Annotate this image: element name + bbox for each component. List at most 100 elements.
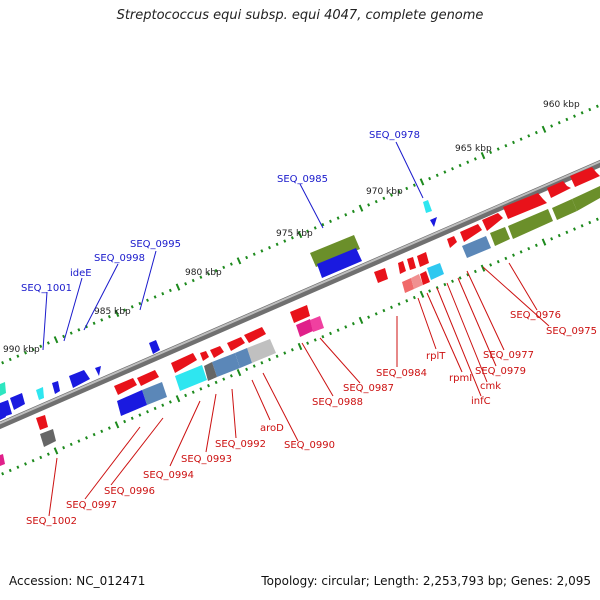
gene-label-seq-0997[interactable]: SEQ_0997 <box>66 500 117 511</box>
kbp-scale: 960 kbp 965 kbp 970 kbp 975 kbp 980 kbp … <box>3 100 580 355</box>
gene-arrow[interactable] <box>411 274 423 289</box>
gene-arrow[interactable] <box>490 227 510 246</box>
gene-arrow[interactable] <box>117 390 147 416</box>
minor-tick <box>580 224 584 228</box>
gene-arrow[interactable] <box>462 236 491 258</box>
gene-label-seq-0993[interactable]: SEQ_0993 <box>181 454 232 465</box>
gene-arrow[interactable] <box>52 381 60 394</box>
gene-arrow[interactable] <box>417 252 429 267</box>
minor-tick <box>229 262 233 266</box>
gene-arrow[interactable] <box>503 193 547 219</box>
gene-label-seq-0996[interactable]: SEQ_0996 <box>104 486 155 497</box>
gene-arrow[interactable] <box>427 263 444 280</box>
gene-arrow[interactable] <box>10 393 25 410</box>
gene-arrow[interactable] <box>290 305 310 323</box>
outer-dotted-ring <box>1 104 599 365</box>
gene-arrow[interactable] <box>36 415 48 430</box>
gene-label-seq-0979[interactable]: SEQ_0979 <box>475 366 526 377</box>
gene-label-seq-0976[interactable]: SEQ_0976 <box>510 310 561 321</box>
gene-label-rpmi[interactable]: rpmI <box>449 373 472 384</box>
minor-tick <box>100 429 104 434</box>
gene-label-seq-0990[interactable]: SEQ_0990 <box>284 440 335 451</box>
minor-tick <box>504 144 508 148</box>
gene-label-infc[interactable]: infC <box>471 396 491 407</box>
minor-tick <box>565 117 569 122</box>
minor-tick <box>397 302 401 306</box>
gene-label-arod[interactable]: aroD <box>260 423 284 434</box>
minor-tick <box>534 130 538 135</box>
gene-arrow[interactable] <box>430 217 437 227</box>
gene-arrow[interactable] <box>212 353 240 377</box>
gene-label-seq-0995[interactable]: SEQ_0995 <box>130 239 181 250</box>
gene-label-rplt[interactable]: rplT <box>426 351 446 362</box>
gene-arrow[interactable] <box>317 248 362 278</box>
minor-tick <box>443 282 447 287</box>
gene-arrow[interactable] <box>407 257 416 270</box>
minor-tick <box>283 239 287 243</box>
gene-label-seq-0998[interactable]: SEQ_0998 <box>94 253 145 264</box>
gene-arrow[interactable] <box>149 340 160 354</box>
minor-tick <box>351 209 355 214</box>
minor-tick <box>275 354 279 358</box>
gene-arrow[interactable] <box>572 186 600 211</box>
gene-arrow[interactable] <box>40 429 56 447</box>
gene-arrow[interactable] <box>374 268 388 283</box>
gene-arrow[interactable] <box>235 348 252 368</box>
gene-arrow[interactable] <box>570 167 600 187</box>
gene-label-seq-0985[interactable]: SEQ_0985 <box>277 174 328 185</box>
gene-arrow[interactable] <box>552 199 577 220</box>
gene-label-cmk[interactable]: cmk <box>480 381 501 392</box>
gene-label-seq-0975[interactable]: SEQ_0975 <box>546 326 597 337</box>
gene-label-seq-0988[interactable]: SEQ_0988 <box>312 397 363 408</box>
gene-arrow[interactable] <box>460 224 482 242</box>
gene-label-seq-1001[interactable]: SEQ_1001 <box>21 283 72 294</box>
gene-arrow[interactable] <box>95 366 101 376</box>
gene-arrow[interactable] <box>114 378 137 395</box>
gene-arrow[interactable] <box>447 236 457 248</box>
minor-tick <box>260 361 264 365</box>
gene-arrow[interactable] <box>204 362 217 381</box>
gene-arrow[interactable] <box>244 327 266 343</box>
gene-arrow[interactable] <box>423 200 432 213</box>
gene-arrow[interactable] <box>402 278 414 293</box>
minor-tick <box>550 124 554 128</box>
major-tick <box>53 336 59 344</box>
minor-tick <box>123 308 127 312</box>
gene-arrow[interactable] <box>210 346 224 358</box>
gene-label-seq-0977[interactable]: SEQ_0977 <box>483 350 534 361</box>
minor-tick <box>557 121 561 125</box>
minor-tick <box>473 157 477 161</box>
gene-label-seq-0992[interactable]: SEQ_0992 <box>215 439 266 450</box>
gene-label-idee[interactable]: ideE <box>70 268 92 279</box>
gene-arrow[interactable] <box>171 353 197 373</box>
topology-summary: Topology: circular; Length: 2,253,793 bp… <box>261 574 591 588</box>
minor-tick <box>443 170 447 174</box>
gene-label-seq-0984[interactable]: SEQ_0984 <box>376 368 427 379</box>
gene-arrow[interactable] <box>310 316 324 332</box>
gene-arrow[interactable] <box>310 235 360 267</box>
gene-arrow[interactable] <box>420 271 430 285</box>
gene-arrow[interactable] <box>508 209 553 239</box>
gene-arrow[interactable] <box>247 339 276 363</box>
gene-arrow[interactable] <box>142 382 167 405</box>
gene-arrow[interactable] <box>482 213 503 231</box>
gene-arrow[interactable] <box>69 370 90 388</box>
major-tick <box>358 204 364 212</box>
gene-arrow[interactable] <box>0 410 6 420</box>
gene-label-seq-1002[interactable]: SEQ_1002 <box>26 516 77 527</box>
gene-label-seq-0987[interactable]: SEQ_0987 <box>343 383 394 394</box>
gene-arrow[interactable] <box>547 181 571 198</box>
tick-label-970: 970 kbp <box>366 187 403 197</box>
gene-label-seq-0994[interactable]: SEQ_0994 <box>143 470 194 481</box>
gene-arrow[interactable] <box>137 370 159 386</box>
gene-arrow[interactable] <box>296 319 313 337</box>
gene-label-seq-0978[interactable]: SEQ_0978 <box>369 130 420 141</box>
gene-arrow[interactable] <box>398 261 406 274</box>
gene-arrow[interactable] <box>0 382 6 396</box>
gene-arrow[interactable] <box>227 337 245 351</box>
gene-arrow[interactable] <box>175 365 207 391</box>
gene-arrow[interactable] <box>36 387 44 400</box>
gene-arrow[interactable] <box>200 351 209 361</box>
gene-arrow[interactable] <box>0 454 5 466</box>
